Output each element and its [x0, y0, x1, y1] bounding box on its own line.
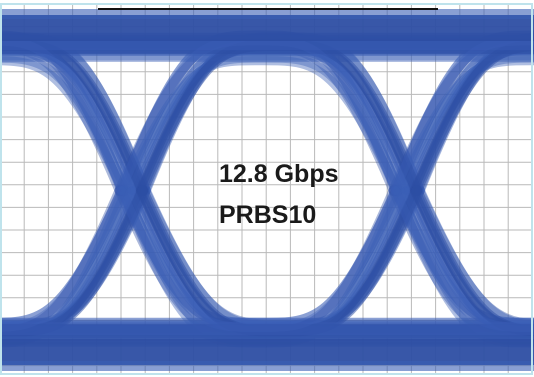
eye-trace-upper — [0, 40, 135, 195]
eye-trace-upper — [121, 53, 405, 196]
cropped-title — [98, 0, 438, 10]
eye-trace-lower — [395, 185, 534, 346]
eye-trace-lower — [0, 184, 127, 338]
eye-trace-lower — [411, 185, 534, 337]
eye-trace-upper — [0, 53, 131, 196]
eye-trace-lower — [116, 185, 400, 332]
eye-trace-lower — [391, 184, 534, 330]
eye-trace-upper — [0, 56, 128, 196]
eye-trace-upper — [0, 36, 126, 196]
annotation-bitrate: 12.8 Gbps — [219, 160, 339, 188]
eye-trace-upper — [411, 40, 534, 196]
eye-trace-upper — [401, 40, 534, 195]
eye-trace-upper — [0, 30, 129, 197]
eye-trace-lower — [0, 186, 135, 334]
eye-trace-lower — [0, 185, 131, 346]
eye-trace-lower — [0, 185, 126, 332]
eye-trace-upper — [0, 40, 127, 197]
eye-trace-upper — [391, 30, 534, 197]
eye-trace-lower — [0, 184, 129, 330]
eye-trace-upper — [395, 53, 534, 196]
trace-band — [0, 9, 534, 371]
annotation-pattern: PRBS10 — [219, 201, 317, 229]
plot-border — [0, 3, 533, 375]
eye-trace-lower — [401, 186, 534, 334]
